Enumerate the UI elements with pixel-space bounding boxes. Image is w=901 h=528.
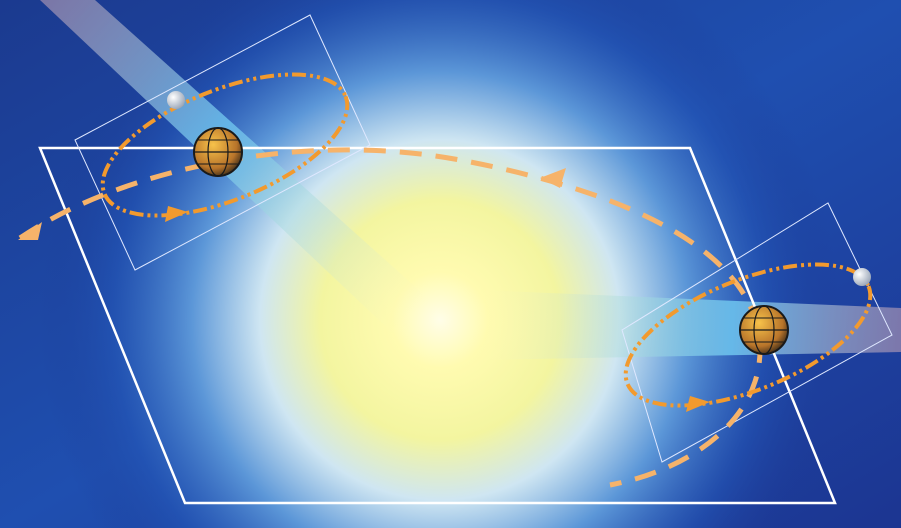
moon-arrow	[686, 396, 710, 412]
light-beam	[480, 290, 901, 360]
earth	[739, 305, 789, 355]
moon-arrow	[165, 206, 188, 222]
moon	[167, 91, 185, 109]
tilted-plane	[74, 14, 371, 271]
tilted-plane	[621, 202, 893, 463]
moon-orbit	[623, 262, 873, 408]
orbit-arrow	[18, 222, 42, 240]
moon	[853, 268, 871, 286]
earth-orbit	[18, 147, 763, 488]
moon-orbit	[100, 72, 350, 218]
earth	[193, 127, 243, 177]
orbit-arrow	[540, 168, 566, 188]
orbital-plane	[38, 146, 837, 505]
